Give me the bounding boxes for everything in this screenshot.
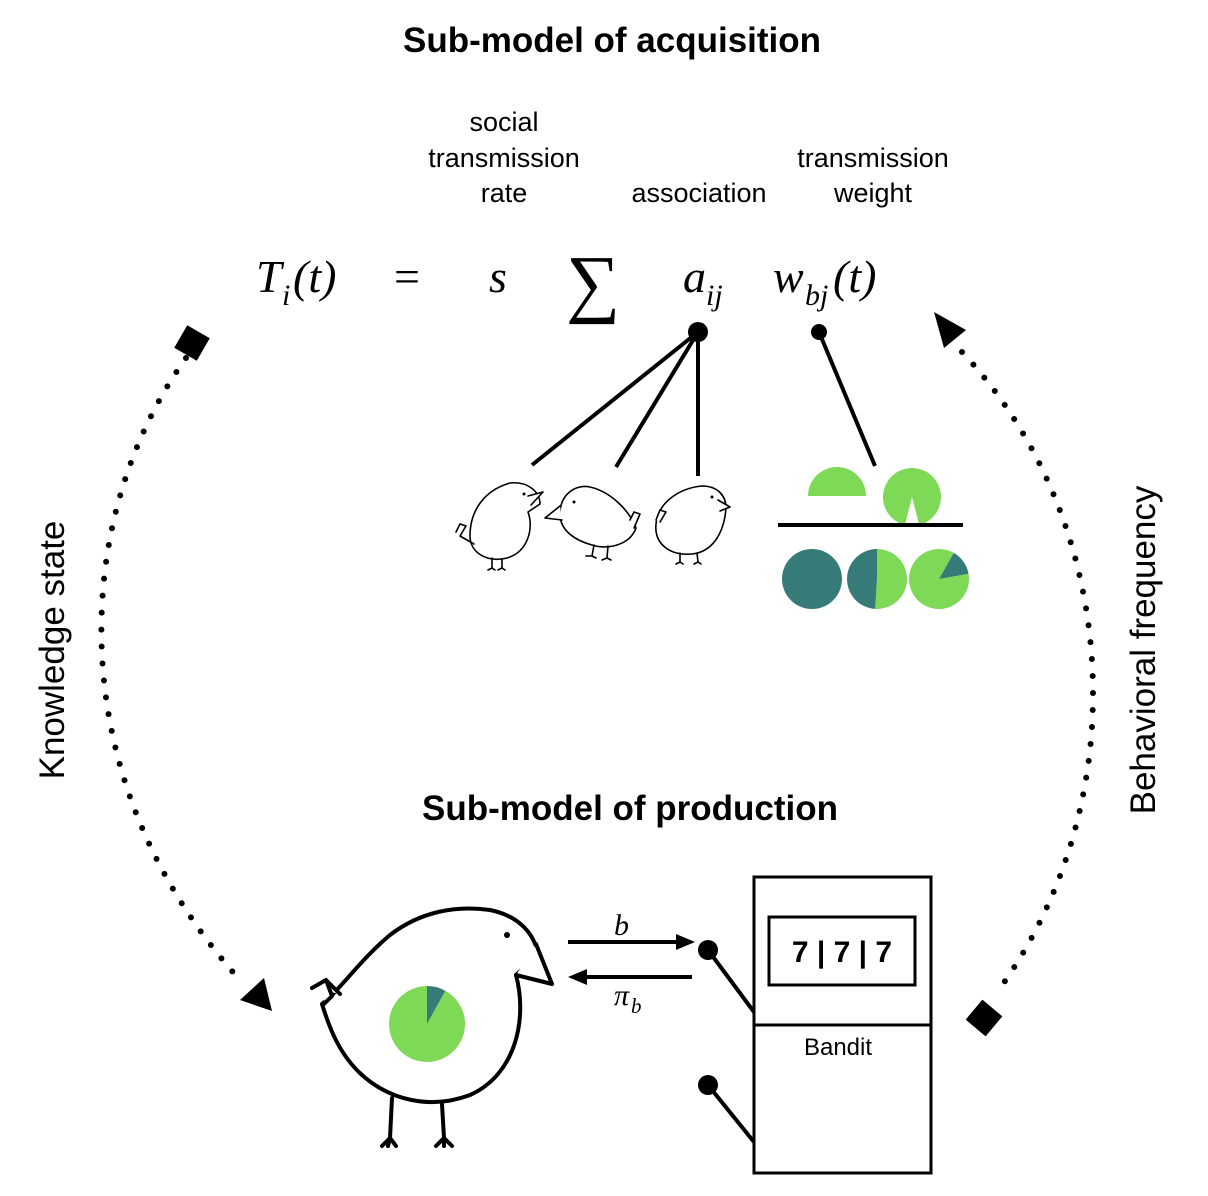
top-half-pie (808, 467, 866, 496)
eq-equals: = (394, 251, 420, 302)
production-title: Sub-model of production (422, 789, 838, 828)
bottom-pie-left (782, 549, 842, 609)
rate-label-line2: transmission (428, 143, 580, 173)
association-label: association (631, 178, 766, 208)
right-arrowhead (934, 312, 966, 348)
top-notched-pie (883, 468, 942, 526)
equation: T i (t) = s ∑ a ij w bj (t) (256, 241, 876, 325)
eq-w-arg: (t) (833, 251, 876, 302)
pie-dark-slice (782, 549, 842, 609)
right-square-end (965, 999, 1003, 1037)
bird-small-2 (544, 485, 641, 561)
behavioral-frequency-label: Behavioral frequency (1124, 485, 1163, 814)
pie-dark-slice (427, 986, 446, 1024)
slot-display-box (767, 915, 917, 987)
bird-small-1 (455, 482, 544, 571)
rate-label-line3: rate (481, 178, 528, 208)
eq-w-sub: bj (805, 279, 828, 312)
knowledge-state-dotted-arc (98, 355, 243, 983)
payoff-label-main: π (614, 979, 630, 1012)
eq-a-sub: ij (706, 279, 723, 312)
pie-light-slice (875, 549, 908, 609)
lower-lever[interactable] (706, 1083, 756, 1144)
lower-lever-knob[interactable] (698, 1075, 718, 1095)
big-bird-pie (388, 986, 465, 1063)
action-label: b (614, 909, 629, 942)
eq-lhs-arg: (t) (293, 251, 336, 302)
action-arrowhead (676, 934, 695, 950)
eq-w-main: w (773, 251, 804, 302)
acquisition-title: Sub-model of acquisition (403, 21, 821, 60)
slot-display: 7 | 7 | 7 (792, 936, 892, 969)
pie-dark-slice (939, 552, 969, 579)
eq-lhs-main: T (256, 251, 285, 302)
payoff-label-sub: b (631, 994, 642, 1018)
behavioral-frequency-dotted-arc (959, 349, 1096, 998)
eq-s: s (489, 251, 507, 302)
payoff-arrowhead (568, 969, 587, 985)
weight-label-line2: weight (833, 178, 913, 208)
left-arrowhead (240, 978, 272, 1011)
bird-small-3 (655, 485, 731, 565)
eq-sum: ∑ (566, 241, 620, 325)
bottom-pie-right (908, 549, 969, 610)
left-square-end (174, 325, 210, 361)
association-line-1 (530, 330, 700, 467)
eq-a-main: a (683, 251, 706, 302)
upper-lever-knob[interactable] (698, 940, 718, 960)
rate-label-line1: social (469, 107, 538, 137)
pie-dark-slice (847, 549, 877, 609)
upper-lever[interactable] (706, 948, 756, 1014)
weight-line (817, 331, 877, 467)
weight-label-line1: transmission (797, 143, 949, 173)
bottom-pie-middle (847, 549, 908, 609)
association-line-2 (614, 330, 700, 469)
knowledge-state-label: Knowledge state (33, 521, 72, 780)
bandit-label: Bandit (804, 1034, 872, 1061)
eq-lhs-sub: i (282, 279, 290, 312)
